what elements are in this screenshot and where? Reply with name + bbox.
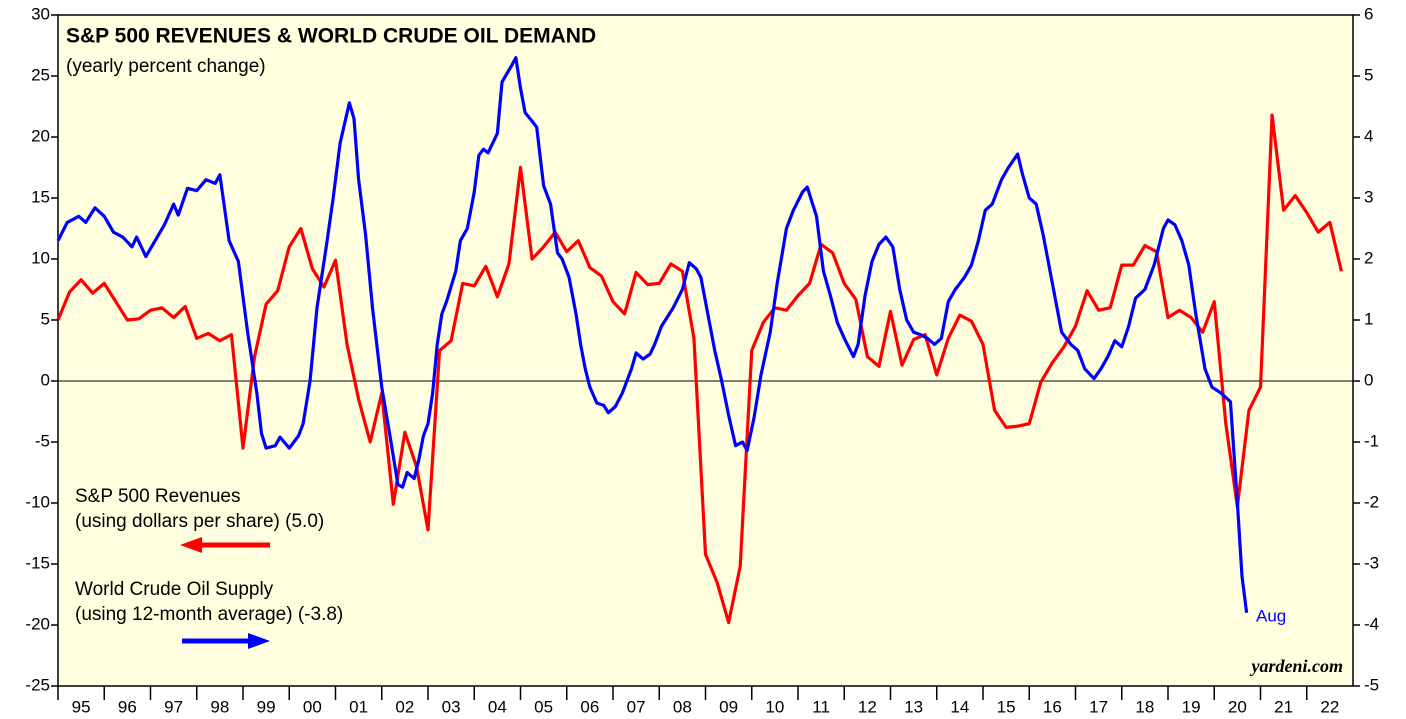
y-tick-label: 30 — [31, 4, 50, 23]
x-tick-label: 08 — [673, 697, 692, 716]
x-tick-label: 17 — [1089, 697, 1108, 716]
x-tick-label: 15 — [997, 697, 1016, 716]
x-tick-label: 04 — [488, 697, 507, 716]
x-tick-label: 01 — [349, 697, 368, 716]
plot — [56, 56, 1353, 625]
y-tick-label: -15 — [25, 553, 50, 572]
x-tick-label: 16 — [1043, 697, 1062, 716]
source: yardeni.com — [1250, 656, 1344, 676]
y-tick-label: 0 — [41, 370, 50, 389]
y-tick-label: 25 — [31, 65, 50, 84]
x-tick-label: 10 — [765, 697, 784, 716]
plot-area — [57, 14, 1354, 687]
x-tick-label: 12 — [858, 697, 877, 716]
x-tick-label: 19 — [1182, 697, 1201, 716]
series-line — [56, 56, 1249, 614]
x-tick-label: 20 — [1228, 697, 1247, 716]
x-tick-label: 21 — [1274, 697, 1293, 716]
y2-tick-label: 1 — [1364, 309, 1373, 328]
x-tick-label: 11 — [812, 697, 830, 716]
y2-tick-label: 4 — [1364, 126, 1373, 145]
x-tick-label: 09 — [719, 697, 738, 716]
y2-tick-label: 3 — [1364, 187, 1373, 206]
legend-note: (using dollars per share) (5.0) — [75, 511, 324, 532]
x-tick-label: 02 — [395, 697, 414, 716]
end-label: Aug — [1256, 606, 1286, 625]
legend-note: (using 12-month average) (-3.8) — [75, 604, 343, 625]
y-tick-label: 5 — [41, 309, 50, 328]
x-tick-label: 13 — [904, 697, 923, 716]
y2-tick-label: -4 — [1364, 614, 1379, 633]
x-tick-label: 07 — [627, 697, 646, 716]
legend-label: World Crude Oil Supply — [75, 579, 274, 600]
x-tick-label: 18 — [1135, 697, 1154, 716]
x-tick-label: 97 — [164, 697, 183, 716]
y-tick-label: -20 — [25, 614, 50, 633]
x-tick-label: 00 — [303, 697, 322, 716]
x-tick-label: 05 — [534, 697, 553, 716]
x-tick-label: 06 — [580, 697, 599, 716]
y-tick-label: -25 — [25, 675, 50, 694]
chart-title: S&P 500 REVENUES & WORLD CRUDE OIL DEMAN… — [66, 25, 596, 48]
y-tick-label: -10 — [25, 492, 50, 511]
y2-tick-label: 0 — [1364, 370, 1373, 389]
x-tick-label: 14 — [950, 697, 969, 716]
y2-tick-label: -2 — [1364, 492, 1379, 511]
y2-tick-label: 6 — [1364, 4, 1373, 23]
chart-subtitle: (yearly percent change) — [66, 56, 266, 77]
legend-arrow — [182, 633, 270, 649]
legend-label: S&P 500 Revenues — [75, 486, 241, 507]
y2-tick-label: 2 — [1364, 248, 1373, 267]
y-tick-label: 15 — [31, 187, 50, 206]
x-tick-label: 99 — [257, 697, 276, 716]
y2-tick-label: -3 — [1364, 553, 1379, 572]
y-tick-label: 10 — [31, 248, 50, 267]
x-tick-label: 96 — [118, 697, 137, 716]
x-tick-label: 03 — [442, 697, 461, 716]
y2-tick-label: 5 — [1364, 65, 1373, 84]
y2-tick-label: -5 — [1364, 675, 1379, 694]
y-tick-label: 20 — [31, 126, 50, 145]
series-line — [56, 113, 1343, 625]
x-tick-label: 98 — [210, 697, 229, 716]
y2-tick-label: -1 — [1364, 431, 1379, 450]
y-tick-label: -5 — [35, 431, 50, 450]
x-tick-label: 95 — [72, 697, 91, 716]
x-tick-label: 22 — [1320, 697, 1339, 716]
legend-arrow — [180, 537, 270, 553]
